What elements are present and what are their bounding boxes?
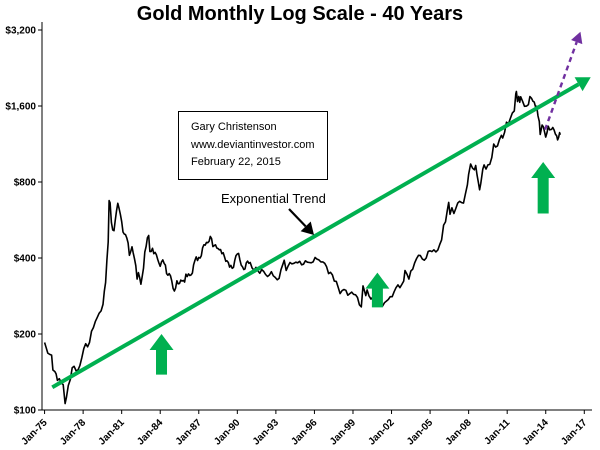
up-arrow bbox=[365, 272, 390, 308]
y-tick-label: $400 bbox=[14, 254, 37, 265]
x-tick-label: Jan-78 bbox=[58, 417, 88, 447]
up-arrow bbox=[531, 162, 556, 214]
trend-line-arrow bbox=[51, 82, 580, 390]
x-tick-label: Jan-96 bbox=[289, 417, 319, 447]
up-arrow bbox=[149, 334, 174, 375]
y-tick-label: $1,600 bbox=[5, 102, 36, 113]
x-tick-label: Jan-75 bbox=[20, 417, 50, 447]
projection-arrow-head bbox=[571, 31, 583, 45]
gold-price-line bbox=[43, 90, 562, 405]
y-tick-label: $200 bbox=[14, 330, 37, 341]
y-tick-label: $100 bbox=[14, 406, 37, 417]
chart-title: Gold Monthly Log Scale - 40 Years bbox=[136, 3, 464, 25]
trend-line-arrow-head bbox=[574, 77, 591, 92]
x-tick-label: Jan-08 bbox=[444, 417, 474, 447]
x-tick-label: Jan-14 bbox=[521, 417, 551, 447]
website-url: www.deviantinvestor.com bbox=[191, 138, 315, 151]
x-tick-label: Jan-05 bbox=[405, 417, 435, 447]
x-tick-label: Jan-90 bbox=[212, 417, 242, 447]
y-tick-label: $800 bbox=[14, 178, 37, 189]
annotation-arrow-head bbox=[300, 221, 314, 235]
x-tick-label: Jan-84 bbox=[135, 417, 165, 447]
x-tick-label: Jan-81 bbox=[97, 417, 127, 447]
x-tick-label: Jan-87 bbox=[174, 417, 204, 447]
chart-date: February 22, 2015 bbox=[191, 156, 281, 169]
annotation-arrow bbox=[288, 208, 307, 228]
author-name: Gary Christenson bbox=[191, 121, 277, 133]
projection-arrow bbox=[543, 41, 578, 131]
x-tick-label: Jan-93 bbox=[251, 417, 281, 447]
x-tick-label: Jan-11 bbox=[483, 417, 513, 447]
y-tick-label: $3,200 bbox=[5, 26, 36, 37]
x-tick-label: Jan-17 bbox=[559, 417, 589, 447]
x-tick-label: Jan-02 bbox=[366, 417, 396, 447]
exponential-trend-label: Exponential Trend bbox=[221, 191, 326, 206]
source-annotation-box: Gary Christenson www.deviantinvestor.com… bbox=[178, 111, 328, 180]
x-tick-label: Jan-99 bbox=[328, 417, 358, 447]
